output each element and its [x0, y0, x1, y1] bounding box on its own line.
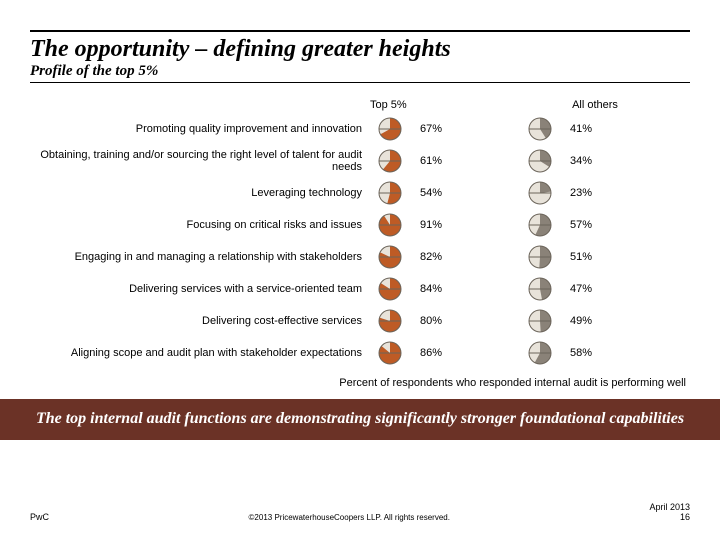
value-top5: 54% — [410, 187, 442, 199]
chart-row: Delivering cost-effective services 80% 4… — [30, 305, 690, 337]
gauge-others-icon — [520, 212, 560, 238]
value-others: 34% — [560, 155, 592, 167]
value-top5: 61% — [410, 155, 442, 167]
page-title: The opportunity – defining greater heigh… — [30, 36, 690, 63]
gauge-top5-icon — [370, 244, 410, 270]
value-top5: 84% — [410, 283, 442, 295]
page-subtitle: Profile of the top 5% — [30, 63, 690, 83]
column-header-others: All others — [520, 99, 670, 113]
chart-row: Leveraging technology 54% 23% — [30, 177, 690, 209]
row-label: Aligning scope and audit plan with stake… — [30, 347, 370, 359]
value-top5: 67% — [410, 123, 442, 135]
footer-brand: PwC — [30, 512, 49, 522]
row-label: Delivering cost-effective services — [30, 315, 370, 327]
footer-page: 16 — [649, 512, 690, 522]
row-label: Engaging in and managing a relationship … — [30, 251, 370, 263]
value-others: 41% — [560, 123, 592, 135]
gauge-others-icon — [520, 308, 560, 334]
gauge-top5-icon — [370, 340, 410, 366]
row-label: Promoting quality improvement and innova… — [30, 123, 370, 135]
gauge-others-icon — [520, 244, 560, 270]
value-top5: 86% — [410, 347, 442, 359]
chart-caption: Percent of respondents who responded int… — [30, 377, 690, 389]
chart-row: Aligning scope and audit plan with stake… — [30, 337, 690, 369]
gauge-others-icon — [520, 148, 560, 174]
row-label: Leveraging technology — [30, 187, 370, 199]
gauge-others-icon — [520, 116, 560, 142]
gauge-top5-icon — [370, 276, 410, 302]
chart-row: Obtaining, training and/or sourcing the … — [30, 145, 690, 177]
gauge-others-icon — [520, 340, 560, 366]
value-others: 49% — [560, 315, 592, 327]
value-others: 57% — [560, 219, 592, 231]
row-label: Obtaining, training and/or sourcing the … — [30, 149, 370, 173]
gauge-top5-icon — [370, 116, 410, 142]
chart: Top 5% All others Promoting quality impr… — [30, 93, 690, 389]
value-others: 51% — [560, 251, 592, 263]
footer: PwC ©2013 PricewaterhouseCoopers LLP. Al… — [30, 502, 690, 522]
value-others: 23% — [560, 187, 592, 199]
footer-copyright: ©2013 PricewaterhouseCoopers LLP. All ri… — [49, 513, 649, 522]
gauge-others-icon — [520, 180, 560, 206]
chart-row: Promoting quality improvement and innova… — [30, 113, 690, 145]
gauge-top5-icon — [370, 212, 410, 238]
value-others: 47% — [560, 283, 592, 295]
gauge-top5-icon — [370, 180, 410, 206]
row-label: Focusing on critical risks and issues — [30, 219, 370, 231]
chart-row: Engaging in and managing a relationship … — [30, 241, 690, 273]
gauge-others-icon — [520, 276, 560, 302]
value-top5: 82% — [410, 251, 442, 263]
footer-date: April 2013 — [649, 502, 690, 512]
value-others: 58% — [560, 347, 592, 359]
gauge-top5-icon — [370, 148, 410, 174]
summary-banner: The top internal audit functions are dem… — [0, 399, 720, 440]
value-top5: 80% — [410, 315, 442, 327]
gauge-top5-icon — [370, 308, 410, 334]
chart-row: Focusing on critical risks and issues 91… — [30, 209, 690, 241]
column-header-top5: Top 5% — [370, 99, 520, 113]
chart-row: Delivering services with a service-orien… — [30, 273, 690, 305]
value-top5: 91% — [410, 219, 442, 231]
row-label: Delivering services with a service-orien… — [30, 283, 370, 295]
